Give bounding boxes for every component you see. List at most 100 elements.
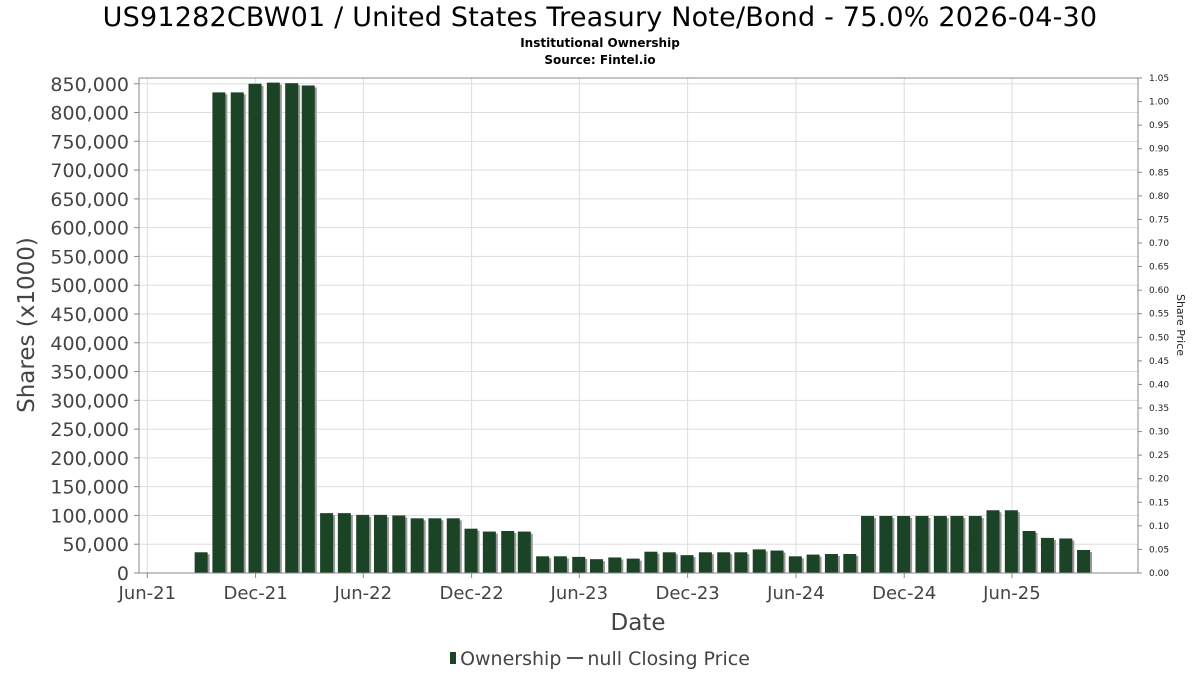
y-tick-label: 850,000 [50,74,129,96]
y-tick-label: 300,000 [50,390,129,412]
ownership-bar [248,83,262,574]
y2-tick-label: 1.05 [1149,74,1169,84]
ownership-bar [644,551,658,573]
y-tick-label: 800,000 [50,103,129,125]
legend: Ownership null Closing Price [0,648,1200,670]
x-tick-label: Jun-21 [118,583,177,604]
y2-tick-label: 0.10 [1149,522,1169,532]
ownership-bar [553,556,567,573]
ownership-bar [1040,537,1054,573]
y2-axis-ticks: 0.00 0.05 0.10 0.15 0.20 0.25 0.30 0.35 0.40 0.45… [1138,74,1169,579]
x-tick-label: Dec-24 [872,583,936,604]
ownership-bar [968,516,982,573]
y2-tick-label: 0.75 [1149,215,1169,225]
ownership-bar [879,516,893,573]
ownership-bar [212,92,226,574]
y2-tick-label: 0.05 [1149,545,1169,555]
y-tick-label: 0 [117,563,129,585]
ownership-bar [608,557,622,573]
ownership-bar [536,556,550,573]
ownership-bar [698,552,712,573]
ownership-bar [824,554,838,573]
ownership-bar [428,518,442,573]
y-tick-label: 500,000 [50,275,129,297]
y2-tick-label: 0.15 [1149,498,1169,508]
x-tick-label: Jun-22 [334,583,393,604]
x-tick-label: Dec-23 [656,583,720,604]
y2-tick-label: 0.85 [1149,168,1169,178]
y2-tick-label: 0.90 [1149,145,1169,155]
ownership-bar [356,514,370,573]
x-tick-label: Jun-23 [550,583,609,604]
ownership-bar [1077,549,1091,573]
y-tick-label: 50,000 [63,534,129,556]
y2-tick-label: 0.35 [1149,404,1169,414]
ownership-bar [194,552,208,573]
x-axis-ticks: Jun-21 Dec-21 Jun-22 Dec-22 Jun-23 Dec-23 Jun-… [118,573,1041,604]
ownership-bar [320,513,334,573]
ownership-bar [897,516,911,573]
legend-ownership-label: Ownership [460,648,562,670]
x-tick-label: Jun-25 [982,583,1041,604]
y-tick-label: 750,000 [50,131,129,153]
ownership-bar [1004,510,1018,573]
ownership-bar [410,518,424,573]
ownership-bar [501,530,515,573]
y-tick-label: 250,000 [50,419,129,441]
x-tick-label: Dec-22 [439,583,503,604]
y-tick-label: 150,000 [50,477,129,499]
ownership-bar [933,516,947,573]
bars-layer [194,82,1093,574]
y2-tick-label: 0.95 [1149,121,1169,131]
ownership-bar [464,528,478,573]
x-tick-label: Dec-21 [223,583,287,604]
ownership-bar [572,556,586,573]
y2-tick-label: 0.50 [1149,333,1169,343]
ownership-bar [301,85,315,574]
y2-tick-label: 0.30 [1149,428,1169,438]
y-tick-label: 700,000 [50,160,129,182]
ownership-bar [986,510,1000,573]
ownership-bar [915,516,929,573]
ownership-bar [446,518,460,573]
y-axis-ticks: 0 50,000 100,000 150,000 200,000 250,000 300,0… [50,74,139,585]
y-tick-label: 200,000 [50,448,129,470]
legend-closing-price-label: null Closing Price [587,648,750,670]
y-axis-title: Shares (x1000) [14,237,40,413]
y2-tick-label: 0.65 [1149,263,1169,273]
y2-axis-title: Share Price [1174,294,1187,356]
y2-tick-label: 0.00 [1149,569,1169,579]
ownership-bar [950,516,964,573]
x-axis-title: Date [611,610,666,636]
ownership-bar [752,549,766,573]
y2-tick-label: 1.00 [1149,98,1169,108]
ownership-bar [788,556,802,573]
plot-frame [138,77,1139,574]
ownership-bar [392,515,406,573]
ownership-bar [1059,538,1073,573]
chart-title: US91282CBW01 / United States Treasury No… [102,2,1098,33]
ownership-bar [662,552,676,573]
ownership-bar [734,552,748,573]
y-tick-label: 100,000 [50,505,129,527]
ownership-bar [266,82,280,574]
y2-tick-label: 0.55 [1149,310,1169,320]
ownership-bar [589,559,603,573]
ownership-bar [1022,530,1036,573]
chart-subtitle: Institutional Ownership [520,36,680,50]
ownership-bar [717,552,731,573]
ownership-bar [626,558,640,573]
y2-tick-label: 0.45 [1149,357,1169,367]
y-tick-label: 600,000 [50,218,129,240]
ownership-bar [770,550,784,573]
y-tick-label: 450,000 [50,304,129,326]
ownership-bar [337,513,351,573]
y2-tick-label: 0.80 [1149,192,1169,202]
y-tick-label: 400,000 [50,333,129,355]
ownership-bar [373,514,387,573]
ownership-bar [517,531,531,573]
ownership-bar [230,92,244,574]
y2-tick-label: 0.25 [1149,451,1169,461]
y2-tick-label: 0.70 [1149,239,1169,249]
